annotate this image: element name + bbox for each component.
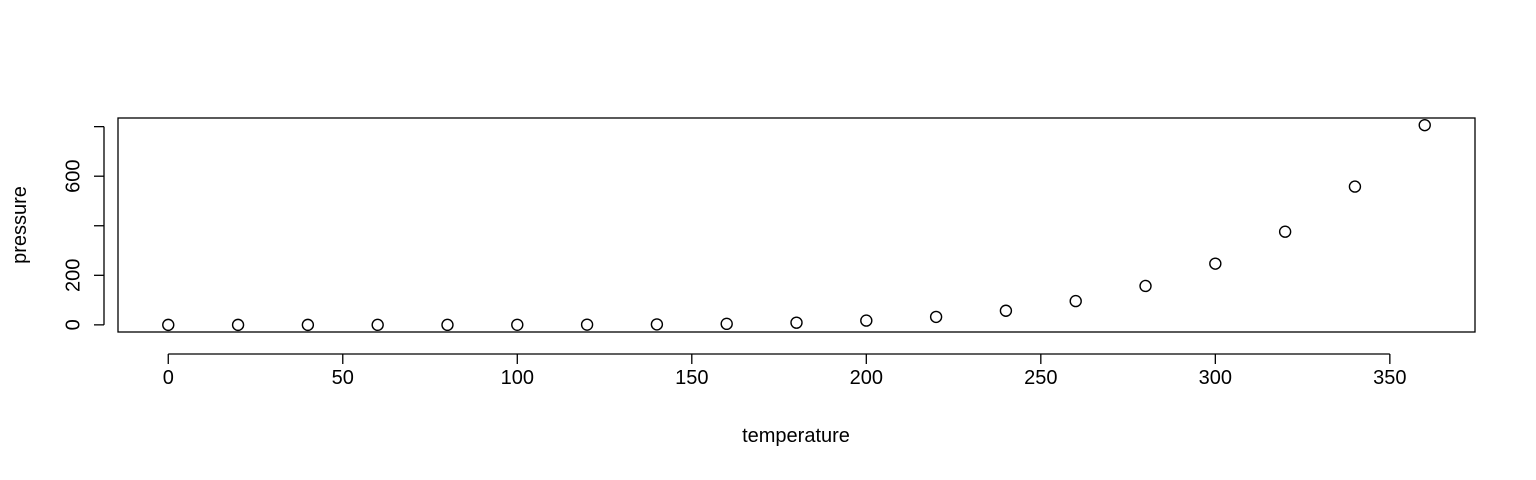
data-point	[1069, 294, 1082, 308]
x-tick-label: 50	[332, 367, 354, 389]
x-axis: 0 50 100 150 200 250 300 350	[163, 353, 1407, 389]
data-point	[929, 310, 943, 324]
data-point	[790, 316, 803, 329]
data-point	[1209, 257, 1222, 270]
x-tick-label: 300	[1199, 367, 1232, 389]
data-point	[371, 318, 384, 332]
data-point	[720, 317, 733, 331]
x-tick-label: 250	[1024, 367, 1057, 389]
data-point	[1348, 180, 1362, 193]
x-tick-label: 150	[675, 367, 708, 389]
data-point	[650, 318, 664, 331]
plot-frame	[117, 117, 1476, 333]
data-point	[1278, 225, 1292, 238]
data-point	[999, 304, 1013, 317]
data-point	[860, 314, 873, 327]
data-point	[301, 318, 315, 332]
data-point	[441, 318, 454, 332]
y-tick-label: 200	[62, 259, 84, 292]
data-points	[162, 118, 1431, 332]
x-tick-label: 350	[1373, 367, 1406, 389]
data-point	[580, 318, 594, 331]
data-point	[231, 318, 245, 332]
y-tick-label: 600	[62, 160, 84, 193]
y-tick-label: 0	[62, 319, 84, 330]
x-tick-label: 0	[163, 367, 174, 389]
x-axis-label: temperature	[742, 425, 850, 447]
data-point	[1418, 118, 1431, 132]
data-point	[1139, 279, 1152, 293]
y-axis-label: pressure	[9, 186, 31, 264]
x-tick-label: 200	[850, 367, 883, 389]
data-point	[511, 318, 524, 331]
y-axis: 0 200 600	[62, 125, 105, 330]
data-point	[162, 318, 175, 332]
x-tick-label: 100	[501, 367, 534, 389]
